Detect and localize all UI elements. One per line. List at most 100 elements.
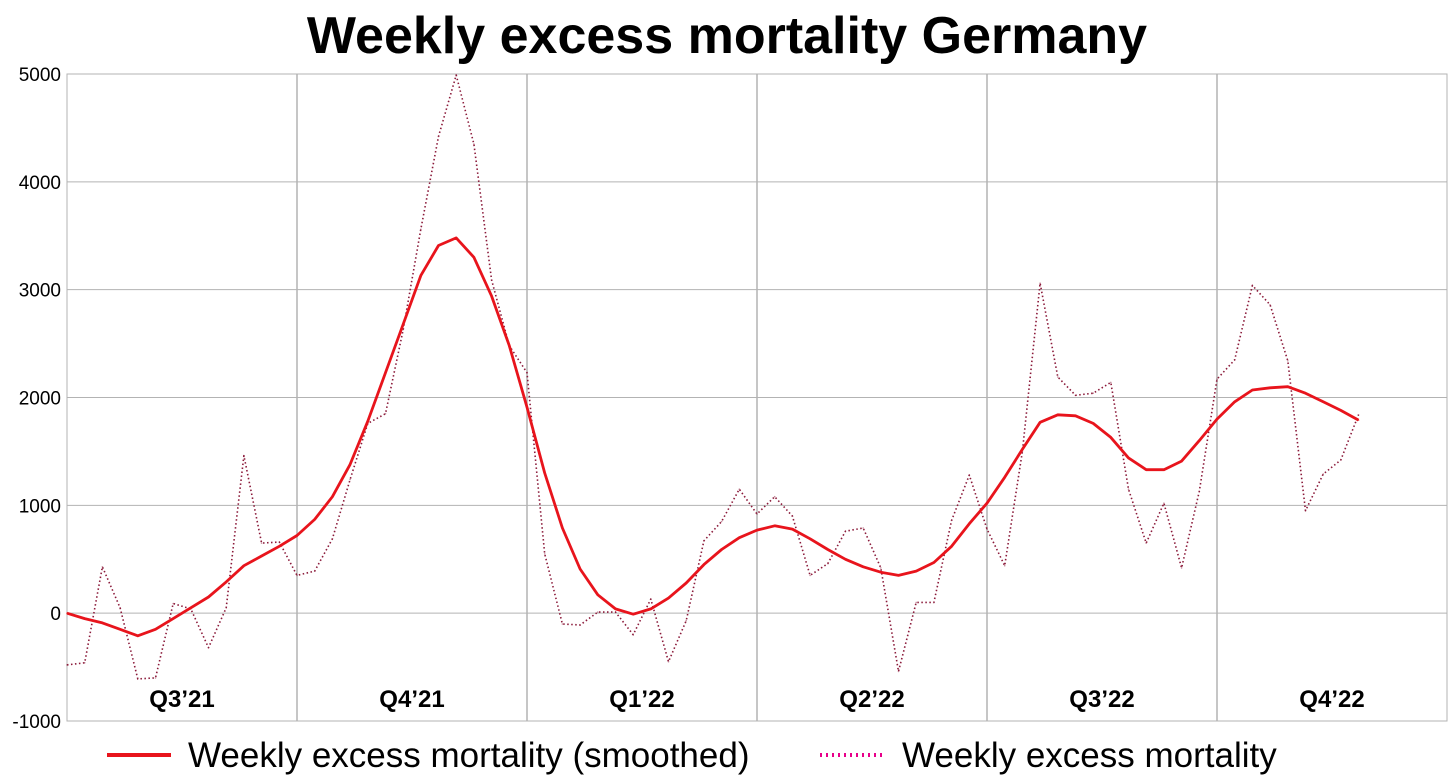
data-point-smoothed [809, 538, 811, 540]
data-point-weekly [1269, 304, 1271, 306]
data-point-smoothed [1304, 392, 1307, 395]
data-point-weekly [1092, 392, 1094, 395]
data-point-weekly [526, 371, 528, 374]
data-point-smoothed [384, 371, 387, 374]
data-point-weekly [880, 567, 882, 569]
data-point-weekly [1145, 542, 1147, 544]
data-point-weekly [685, 619, 687, 622]
quarter-label: Q1’22 [609, 686, 674, 713]
data-point-smoothed [349, 463, 351, 466]
data-point-weekly [791, 515, 794, 517]
data-point-weekly [172, 602, 174, 605]
data-point-smoothed [756, 529, 758, 531]
data-point-weekly [331, 538, 334, 540]
data-point-weekly [420, 228, 422, 231]
data-point-smoothed [650, 608, 652, 610]
data-point-weekly [1233, 359, 1236, 361]
series-line-weekly [66, 74, 1360, 680]
quarter-labels: Q3’21 Q4’21 Q1’22 Q2’22 Q3’22 Q4’22 [149, 686, 1364, 713]
data-point-weekly [1074, 394, 1077, 397]
data-point-weekly [1057, 376, 1059, 378]
data-point-smoothed [862, 566, 864, 568]
y-tick-label: 1000 [19, 496, 61, 517]
data-point-smoothed [933, 561, 935, 564]
data-point-weekly [773, 495, 776, 498]
data-point-smoothed [1057, 414, 1059, 416]
data-point-weekly [1039, 282, 1041, 285]
data-point-weekly [473, 143, 475, 145]
plot-area-border [66, 73, 1448, 722]
quarter-label: Q3’22 [1069, 686, 1134, 713]
quarter-label: Q4’21 [379, 686, 444, 713]
data-point-weekly [119, 607, 121, 609]
y-tick-label: 5000 [19, 65, 61, 86]
data-point-smoothed [137, 635, 139, 637]
data-point-weekly [933, 601, 935, 604]
data-point-weekly [66, 664, 68, 666]
data-point-smoothed [561, 527, 564, 529]
data-point-smoothed [1269, 387, 1271, 389]
data-point-smoothed [667, 597, 670, 599]
data-point-smoothed [367, 420, 369, 423]
data-point-smoothed [1180, 460, 1183, 462]
data-point-weekly [597, 611, 599, 613]
data-point-weekly [1198, 490, 1201, 493]
data-point-smoothed [1357, 419, 1360, 421]
data-point-smoothed [844, 558, 847, 561]
y-axis-tick-labels: -1000 0 1000 2000 3000 4000 5000 [12, 65, 61, 733]
data-point-weekly [703, 540, 705, 542]
data-point-smoothed [1003, 476, 1006, 479]
data-point-weekly [667, 660, 670, 663]
data-point-smoothed [915, 570, 917, 572]
data-point-weekly [437, 135, 440, 138]
data-point-smoothed [703, 563, 705, 566]
data-point-smoothed [1074, 415, 1077, 417]
data-point-weekly [738, 488, 741, 491]
data-point-smoothed [207, 596, 210, 598]
data-point-weekly [579, 624, 581, 626]
data-point-smoothed [897, 574, 900, 577]
data-point-smoothed [720, 548, 723, 551]
data-point-smoothed [1340, 409, 1342, 412]
data-point-weekly [101, 566, 104, 568]
y-tick-label: 2000 [19, 389, 61, 410]
data-point-smoothed [986, 502, 988, 505]
data-point-smoothed [614, 608, 617, 610]
data-point-smoothed [296, 534, 298, 537]
data-point-weekly [561, 623, 564, 625]
quarter-label: Q2’22 [839, 686, 904, 713]
data-point-smoothed [1145, 468, 1147, 471]
data-point-smoothed [119, 628, 121, 631]
chart-title: Weekly excess mortality Germany [307, 7, 1147, 65]
data-point-smoothed [1127, 457, 1130, 459]
data-point-smoothed [402, 323, 405, 326]
data-point-smoothed [685, 582, 687, 584]
data-point-smoothed [1163, 468, 1165, 471]
data-point-smoothed [880, 571, 882, 573]
data-point-weekly [384, 412, 387, 415]
data-point-smoothed [490, 295, 493, 297]
data-point-smoothed [526, 406, 528, 409]
data-point-weekly [296, 574, 298, 577]
y-tick-label: 0 [50, 604, 61, 625]
data-point-smoothed [968, 522, 971, 525]
data-point-smoothed [773, 525, 776, 527]
series-lines [66, 74, 1360, 680]
data-point-weekly [490, 279, 493, 281]
data-point-weekly [950, 519, 953, 522]
data-point-weekly [1287, 360, 1289, 362]
data-point-weekly [1110, 381, 1112, 384]
data-point-smoothed [1110, 436, 1112, 439]
data-point-weekly [844, 530, 847, 532]
data-point-weekly [862, 527, 864, 529]
data-point-smoothed [738, 536, 741, 539]
data-point-weekly [968, 474, 971, 476]
data-point-weekly [83, 662, 86, 664]
data-point-weekly [1322, 473, 1324, 475]
data-point-weekly [915, 601, 917, 604]
data-point-weekly [1127, 488, 1130, 491]
data-point-weekly [1163, 502, 1165, 505]
data-point-weekly [1003, 564, 1006, 567]
data-point-weekly [1340, 459, 1342, 461]
